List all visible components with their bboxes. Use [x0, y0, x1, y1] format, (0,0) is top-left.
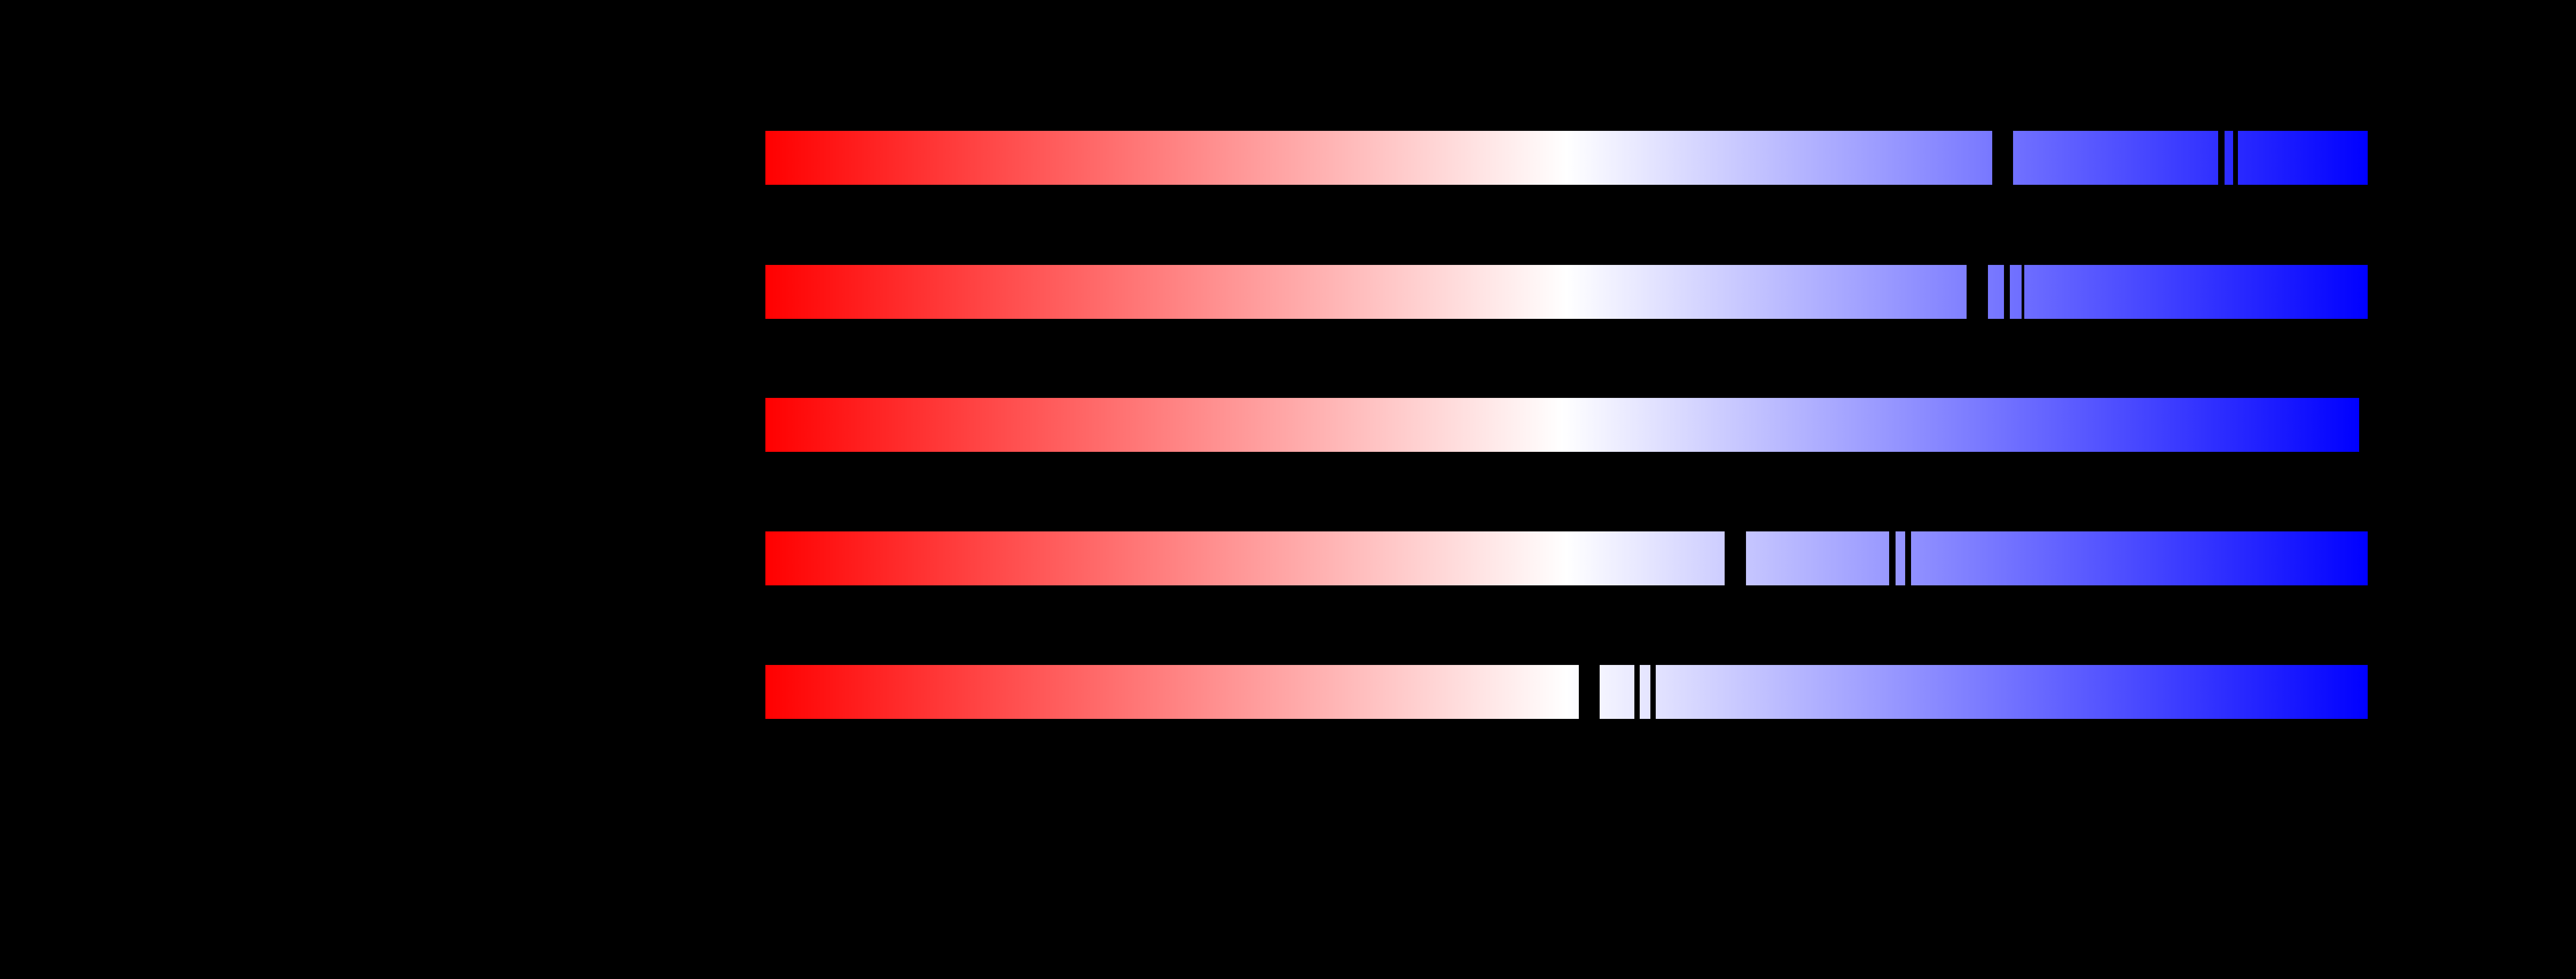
- gradient-bar-row-3: [765, 398, 2359, 452]
- gradient-bar-row-1: [765, 131, 2368, 185]
- black-mark-row-1-3: [2233, 131, 2238, 185]
- black-mark-row-1-1: [1992, 131, 2013, 185]
- black-mark-row-1-2: [2218, 131, 2225, 185]
- black-mark-row-4-3: [1905, 531, 1911, 585]
- gradient-bar-row-5: [765, 665, 2368, 719]
- black-mark-row-2-3: [2022, 265, 2024, 319]
- black-mark-row-4-2: [1889, 531, 1896, 585]
- black-mark-row-5-1: [1579, 665, 1600, 719]
- gradient-bar-row-4: [765, 531, 2368, 585]
- black-mark-row-2-2: [2004, 265, 2010, 319]
- black-mark-row-2-1: [1967, 265, 1988, 319]
- black-mark-row-5-3: [1650, 665, 1656, 719]
- black-mark-row-5-2: [1634, 665, 1640, 719]
- gradient-bar-row-2: [765, 265, 2368, 319]
- black-mark-row-4-1: [1725, 531, 1746, 585]
